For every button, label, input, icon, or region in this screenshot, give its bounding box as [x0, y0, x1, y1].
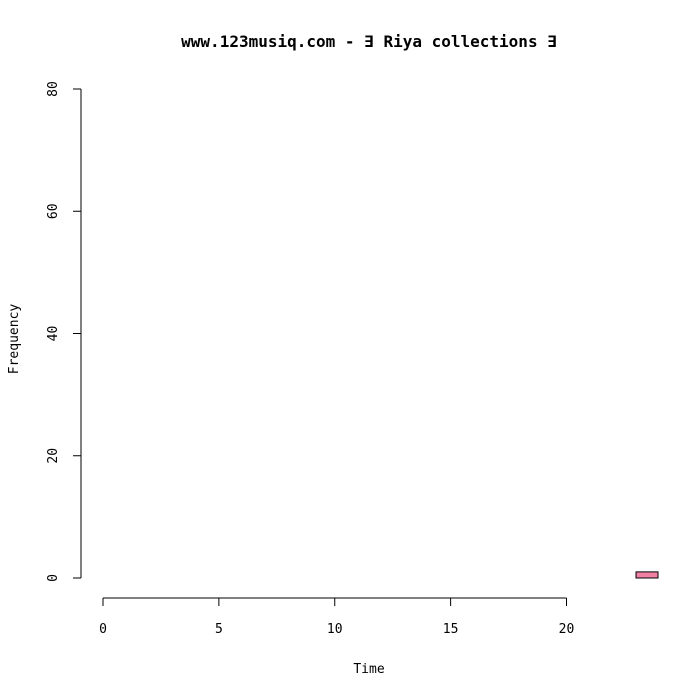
x-tick-label: 5	[215, 622, 223, 637]
y-tick-label: 20	[46, 448, 61, 464]
y-axis-label: Frequency	[7, 304, 22, 375]
y-tick-label: 60	[46, 203, 61, 219]
plot-area	[635, 571, 659, 579]
x-tick-label: 10	[327, 622, 343, 637]
x-tick-label: 15	[443, 622, 459, 637]
x-axis: 0 5 10 15 20	[99, 597, 574, 637]
x-tick-label: 20	[559, 622, 575, 637]
x-tick-label: 0	[99, 622, 107, 637]
chart-title: www.123musiq.com - ∃ Riya collections ∃	[181, 32, 557, 51]
y-ticks: 0 20 40 60 80	[46, 81, 81, 582]
bars-group	[635, 571, 659, 579]
histogram-bar	[635, 571, 659, 579]
y-axis: 0 20 40 60 80	[46, 81, 82, 582]
x-axis-label: Time	[353, 662, 384, 677]
y-tick-label: 0	[46, 574, 61, 582]
y-tick-label: 40	[46, 326, 61, 342]
x-ticks: 0 5 10 15 20	[99, 598, 574, 637]
y-tick-label: 80	[46, 81, 61, 97]
